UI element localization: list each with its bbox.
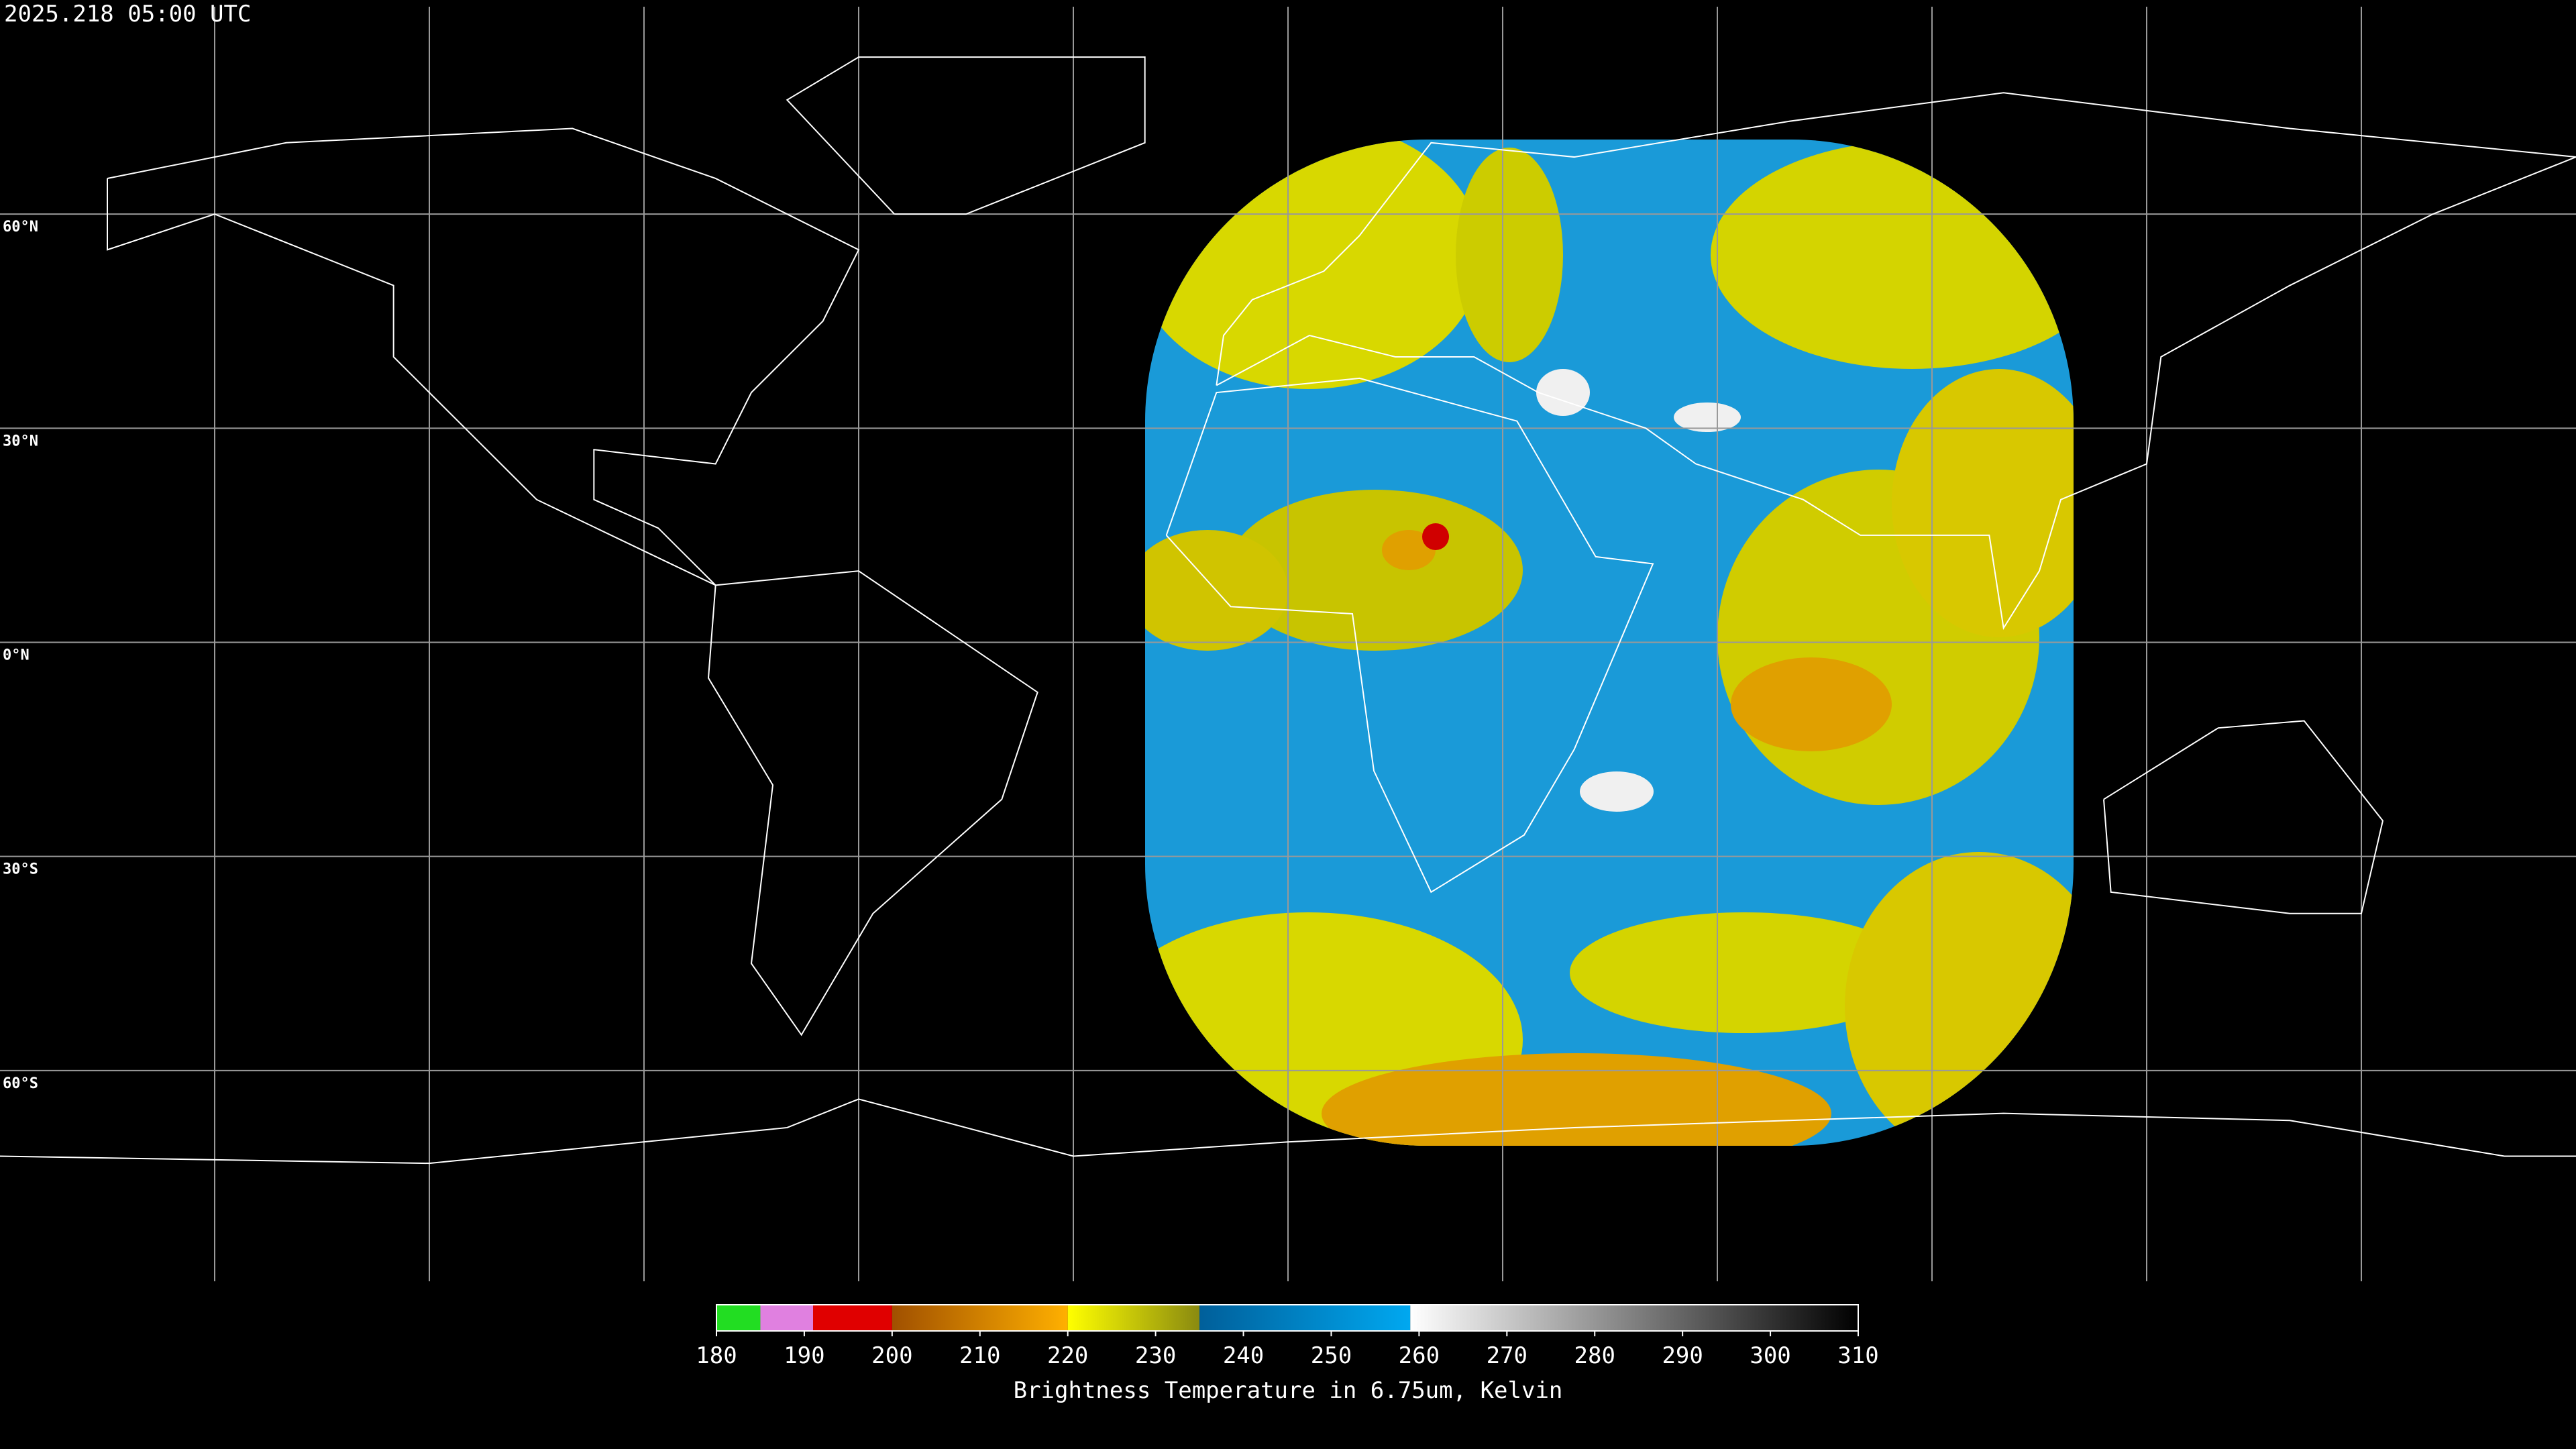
graticule bbox=[0, 7, 2576, 1281]
colorbar-segment bbox=[716, 1305, 761, 1331]
lat-labels: 60°N 30°N 0°N 30°S 60°S bbox=[3, 219, 38, 1092]
colorbar-segment bbox=[1067, 1305, 1200, 1331]
colorbar-tick-label: 190 bbox=[784, 1342, 824, 1369]
coastline bbox=[1165, 377, 1654, 894]
lat-label: 30°N bbox=[3, 433, 38, 449]
coastline bbox=[707, 570, 1038, 1036]
colorbar-segment bbox=[760, 1305, 814, 1331]
coastline bbox=[0, 1098, 2576, 1165]
colorbar-tick-label: 210 bbox=[959, 1342, 1000, 1369]
colorbar-segment bbox=[892, 1305, 1068, 1331]
colorbar-tick-label: 300 bbox=[1750, 1342, 1790, 1369]
satellite-image bbox=[1145, 140, 2074, 1146]
colorbar-tick-label: 310 bbox=[1837, 1342, 1878, 1369]
coastline bbox=[1216, 92, 2576, 631]
lat-label: 60°S bbox=[3, 1075, 38, 1092]
colorbar-tick-label: 290 bbox=[1662, 1342, 1703, 1369]
coastlines bbox=[0, 56, 2576, 1165]
coastline bbox=[786, 56, 1146, 215]
lat-label: 30°S bbox=[3, 861, 38, 878]
colorbar-tick-label: 230 bbox=[1135, 1342, 1176, 1369]
colorbar-tick-label: 240 bbox=[1223, 1342, 1264, 1369]
colorbar-frame bbox=[716, 1304, 1859, 1332]
colorbar-label: Brightness Temperature in 6.75um, Kelvin bbox=[1014, 1377, 1563, 1404]
colorbar-tick-label: 250 bbox=[1311, 1342, 1352, 1369]
colorbar-tick-label: 200 bbox=[871, 1342, 912, 1369]
colorbar-tick-label: 220 bbox=[1047, 1342, 1088, 1369]
colorbar-tick-label: 280 bbox=[1574, 1342, 1615, 1369]
coastline bbox=[2103, 720, 2384, 914]
colorbar-tick-label: 260 bbox=[1399, 1342, 1440, 1369]
timestamp: 2025.218 05:00 UTC bbox=[4, 1, 251, 28]
colorbar-segment bbox=[1410, 1305, 1858, 1331]
colorbar-segment bbox=[1199, 1305, 1411, 1331]
colorbar-tick-label: 270 bbox=[1487, 1342, 1527, 1369]
colorbar-segment bbox=[813, 1305, 892, 1331]
lat-label: 60°N bbox=[3, 219, 38, 235]
colorbar: 180 190 200 210 220 230 240 250 260 270 280 290 300 3… bbox=[696, 1304, 1879, 1369]
coastline bbox=[107, 127, 860, 586]
colorbar-tick-label: 180 bbox=[696, 1342, 737, 1369]
lat-label: 0°N bbox=[3, 647, 30, 664]
